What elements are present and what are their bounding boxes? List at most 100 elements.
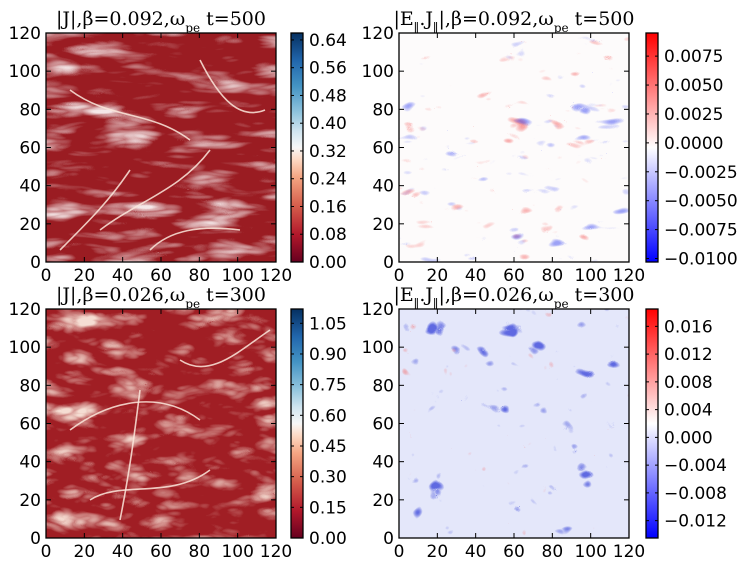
x-tick-label: 120 — [613, 266, 645, 286]
chart-panel-3: |J|,β=0.026,ωpe t=300 0 20 40 60 80 100 120 0 20 4… — [9, 284, 347, 562]
y-tick-label: 100 — [362, 338, 394, 358]
chart-title: |E∥.J∥|,β=0.092,ωpe t=500 — [394, 8, 635, 35]
colorbar: 0.0075 0.0050 0.0025 0.0000 −0.0025 −0.0050 −0… — [645, 32, 738, 270]
x-tick-label: 60 — [150, 266, 172, 286]
colorbar-tick-label: 0.75 — [309, 376, 347, 396]
chart-title: |J|,β=0.092,ωpe t=500 — [56, 8, 266, 35]
colorbar-tick-label: 0.30 — [309, 468, 347, 488]
colorbar: 0.016 0.012 0.008 0.004 0.000 −0.004 −0.008 −0.… — [645, 308, 727, 539]
heatmap — [399, 33, 629, 262]
x-tick-label: 100 — [574, 542, 606, 562]
x-tick-label: 100 — [574, 266, 606, 286]
colorbar-tick-label: 0.15 — [309, 498, 347, 518]
x-tick-label: 40 — [465, 266, 487, 286]
y-tick-label: 80 — [19, 376, 41, 396]
x-tick-label: 20 — [74, 266, 96, 286]
colorbar-tick-label: 0.45 — [309, 437, 347, 457]
colorbar-tick-label: 0.16 — [309, 197, 347, 217]
colorbar-tick-label: 0.004 — [664, 401, 713, 421]
y-tick-label: 40 — [19, 177, 41, 197]
colorbar-tick-label: 0.64 — [309, 31, 347, 51]
y-tick-label: 40 — [19, 453, 41, 473]
colorbar-tick-label: 0.56 — [309, 59, 347, 79]
y-tick-label: 60 — [372, 139, 394, 159]
x-tick-label: 20 — [74, 542, 96, 562]
y-tick-label: 80 — [372, 376, 394, 396]
y-tick-label: 120 — [362, 300, 394, 320]
y-tick-label: 20 — [19, 491, 41, 511]
colorbar-tick-label: −0.004 — [664, 456, 727, 476]
x-tick-label: 120 — [613, 542, 645, 562]
colorbar: 0.00 0.15 0.30 0.45 0.60 0.75 0.90 1.05 — [290, 308, 347, 549]
y-tick-label: 40 — [372, 177, 394, 197]
y-tick-label: 60 — [19, 415, 41, 435]
chart-panel-1: |J|,β=0.092,ωpe t=500 0 20 40 60 80 100 120 0 20 4… — [9, 8, 347, 286]
x-tick-label: 0 — [394, 542, 405, 562]
colorbar-tick-label: −0.0050 — [664, 192, 738, 212]
x-tick-label: 60 — [503, 542, 525, 562]
chart-title: |J|,β=0.026,ωpe t=300 — [56, 284, 266, 311]
y-tick-label: 100 — [9, 338, 41, 358]
y-tick-label: 80 — [19, 100, 41, 120]
colorbar-tick-label: 0.00 — [309, 529, 347, 549]
colorbar-tick-label: 0.0050 — [664, 76, 723, 96]
colorbar: 0.00 0.08 0.16 0.24 0.32 0.40 0.48 0.56 0.64 — [290, 31, 347, 273]
y-tick-label: 0 — [30, 529, 41, 549]
y-tick-label: 120 — [9, 24, 41, 44]
colorbar-tick-label: 0.24 — [309, 170, 347, 190]
colorbar-tick-label: −0.0025 — [664, 163, 738, 183]
x-tick-label: 120 — [260, 266, 292, 286]
chart-panel-2: |E∥.J∥|,β=0.092,ωpe t=500 0 20 40 60 80 100 120… — [362, 8, 738, 286]
colorbar-tick-label: −0.008 — [664, 484, 727, 504]
colorbar-tick-label: 0.0025 — [664, 105, 723, 125]
x-tick-label: 20 — [427, 266, 449, 286]
x-tick-label: 0 — [41, 266, 52, 286]
x-tick-label: 80 — [189, 266, 211, 286]
colorbar-tick-label: 0.60 — [309, 406, 347, 426]
chart-title: |E∥.J∥|,β=0.026,ωpe t=300 — [394, 284, 635, 311]
x-tick-label: 0 — [41, 542, 52, 562]
x-tick-label: 100 — [221, 542, 253, 562]
x-tick-label: 20 — [427, 542, 449, 562]
colorbar-tick-label: 0.008 — [664, 373, 713, 393]
y-tick-label: 20 — [19, 215, 41, 235]
colorbar-tick-label: 0.40 — [309, 114, 347, 134]
heatmap — [46, 309, 276, 538]
x-tick-label: 40 — [112, 266, 134, 286]
colorbar-tick-label: 0.08 — [309, 225, 347, 245]
y-tick-label: 60 — [19, 139, 41, 159]
colorbar-tick-label: 1.05 — [309, 314, 347, 334]
y-tick-label: 120 — [9, 300, 41, 320]
colorbar-tick-label: 0.00 — [309, 253, 347, 273]
x-tick-label: 120 — [260, 542, 292, 562]
colorbar-tick-label: 0.90 — [309, 345, 347, 365]
heatmap — [399, 309, 629, 538]
x-tick-label: 100 — [221, 266, 253, 286]
x-tick-label: 80 — [542, 266, 564, 286]
colorbar-tick-label: −0.012 — [664, 512, 727, 532]
y-tick-label: 100 — [9, 62, 41, 82]
colorbar-tick-label: 0.0075 — [664, 47, 723, 67]
x-tick-label: 60 — [150, 542, 172, 562]
x-tick-label: 0 — [394, 266, 405, 286]
chart-panel-4: |E∥.J∥|,β=0.026,ωpe t=300 0 20 40 60 80 100 120… — [362, 284, 727, 562]
colorbar-tick-label: −0.0100 — [664, 250, 738, 270]
y-tick-label: 20 — [372, 215, 394, 235]
colorbar-tick-label: 0.0000 — [664, 134, 723, 154]
y-tick-label: 0 — [383, 253, 394, 273]
y-tick-label: 40 — [372, 453, 394, 473]
heatmap — [46, 33, 276, 262]
y-tick-label: 80 — [372, 100, 394, 120]
x-tick-label: 40 — [112, 542, 134, 562]
y-tick-label: 0 — [30, 253, 41, 273]
x-tick-label: 80 — [189, 542, 211, 562]
x-tick-label: 60 — [503, 266, 525, 286]
colorbar-tick-label: 0.000 — [664, 428, 713, 448]
colorbar-tick-label: 0.016 — [664, 317, 713, 337]
colorbar-tick-label: −0.0075 — [664, 221, 738, 241]
y-tick-label: 100 — [362, 62, 394, 82]
y-tick-label: 60 — [372, 415, 394, 435]
x-tick-label: 40 — [465, 542, 487, 562]
x-tick-label: 80 — [542, 542, 564, 562]
